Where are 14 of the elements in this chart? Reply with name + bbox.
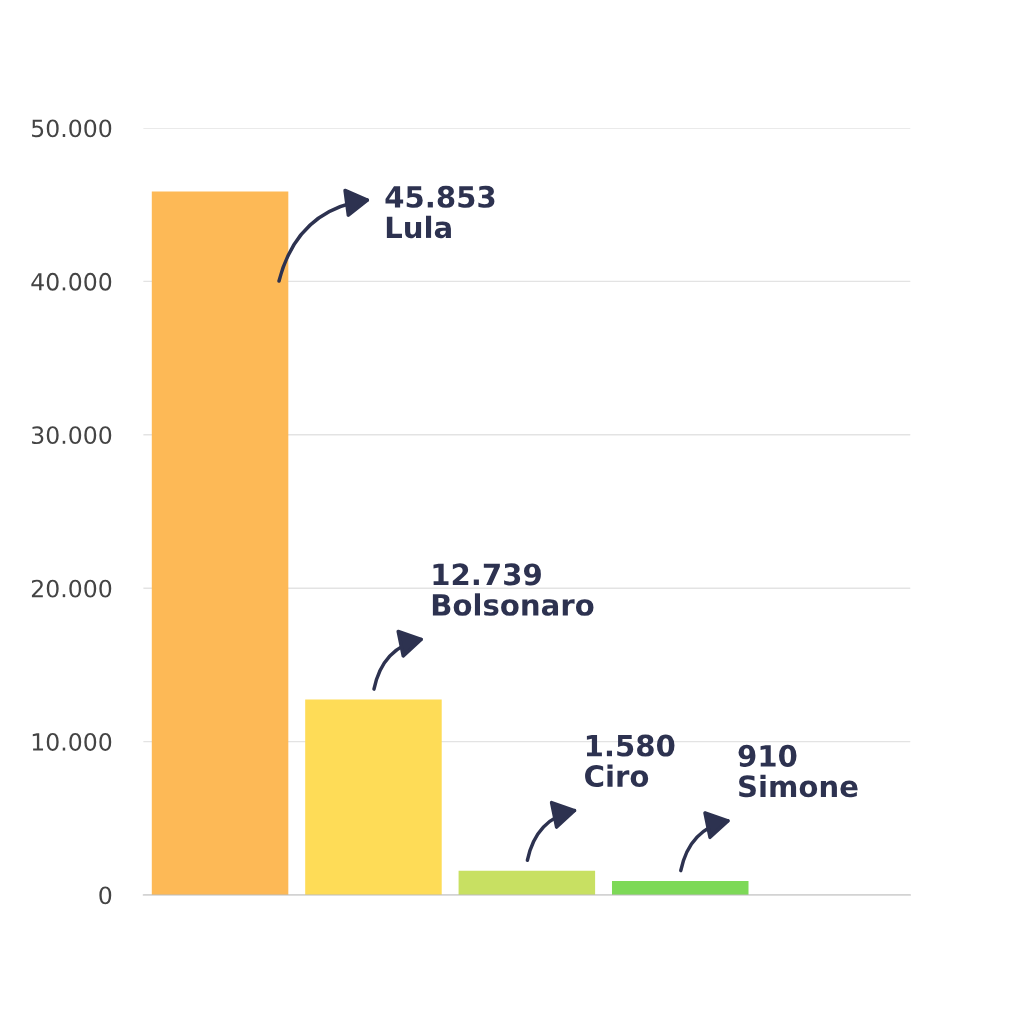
- bar: [458, 870, 596, 895]
- y-tick-label: 20.000: [31, 579, 112, 598]
- y-tick-label: 0: [99, 886, 112, 905]
- bar: [611, 881, 749, 895]
- y-tick-label: 50.000: [32, 119, 112, 138]
- annotation: 910 Simone: [738, 744, 858, 798]
- y-tick-label: 40.000: [31, 272, 112, 291]
- annotation: 12.739 Bolsonaro: [432, 563, 594, 616]
- y-tick-label: 10.000: [32, 733, 112, 751]
- bar: [151, 191, 289, 895]
- bar: [305, 699, 442, 895]
- annotation: 1.580 Ciro: [585, 734, 675, 788]
- y-tick-label: 30.000: [31, 426, 112, 445]
- annotation: 45.853 Lula: [385, 185, 495, 239]
